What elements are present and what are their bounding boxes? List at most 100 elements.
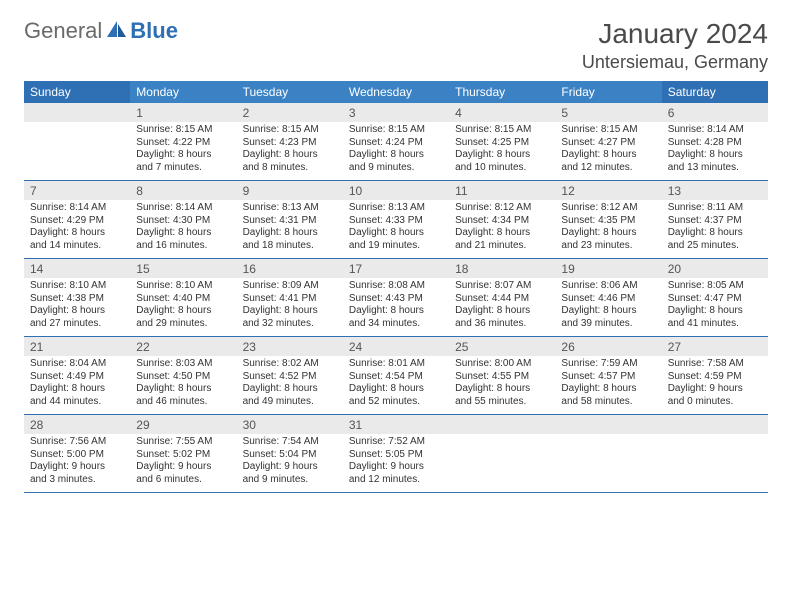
daylight-text: Daylight: 8 hours and 9 minutes. (349, 149, 443, 174)
daylight-text: Daylight: 8 hours and 18 minutes. (243, 227, 337, 252)
calendar-day (555, 415, 661, 492)
sunset-text: Sunset: 5:04 PM (243, 449, 337, 462)
sunset-text: Sunset: 4:25 PM (455, 137, 549, 150)
sunrise-text: Sunrise: 8:02 AM (243, 358, 337, 371)
day-number: 2 (237, 103, 343, 122)
day-number-row: 30 (237, 415, 343, 434)
day-details: Sunrise: 8:05 AMSunset: 4:47 PMDaylight:… (662, 278, 768, 336)
day-number: 12 (555, 181, 661, 200)
daylight-text: Daylight: 8 hours and 32 minutes. (243, 305, 337, 330)
day-number: 18 (449, 259, 555, 278)
sunrise-text: Sunrise: 8:10 AM (30, 280, 124, 293)
day-number: 1 (130, 103, 236, 122)
sunset-text: Sunset: 4:38 PM (30, 293, 124, 306)
day-number: 10 (343, 181, 449, 200)
daylight-text: Daylight: 8 hours and 12 minutes. (561, 149, 655, 174)
sunrise-text: Sunrise: 8:15 AM (455, 124, 549, 137)
day-number: 22 (130, 337, 236, 356)
day-number: 16 (237, 259, 343, 278)
sunrise-text: Sunrise: 8:15 AM (243, 124, 337, 137)
daylight-text: Daylight: 8 hours and 14 minutes. (30, 227, 124, 252)
sunrise-text: Sunrise: 8:06 AM (561, 280, 655, 293)
sunset-text: Sunset: 4:50 PM (136, 371, 230, 384)
day-number-row: 2 (237, 103, 343, 122)
calendar-day: 22Sunrise: 8:03 AMSunset: 4:50 PMDayligh… (130, 337, 236, 414)
logo: General Blue (24, 18, 178, 44)
day-details: Sunrise: 7:52 AMSunset: 5:05 PMDaylight:… (343, 434, 449, 492)
day-number: 6 (662, 103, 768, 122)
sunset-text: Sunset: 4:33 PM (349, 215, 443, 228)
day-number-row: 26 (555, 337, 661, 356)
calendar-day (449, 415, 555, 492)
sunrise-text: Sunrise: 8:14 AM (136, 202, 230, 215)
sunrise-text: Sunrise: 8:12 AM (455, 202, 549, 215)
daylight-text: Daylight: 8 hours and 58 minutes. (561, 383, 655, 408)
daylight-text: Daylight: 8 hours and 21 minutes. (455, 227, 549, 252)
day-number-row: 5 (555, 103, 661, 122)
day-number-row: 28 (24, 415, 130, 434)
daylight-text: Daylight: 8 hours and 19 minutes. (349, 227, 443, 252)
day-details (662, 434, 768, 486)
month-title: January 2024 (582, 18, 768, 50)
day-details (555, 434, 661, 486)
day-details: Sunrise: 8:15 AMSunset: 4:27 PMDaylight:… (555, 122, 661, 180)
sunrise-text: Sunrise: 7:59 AM (561, 358, 655, 371)
day-number: 20 (662, 259, 768, 278)
sunrise-text: Sunrise: 8:14 AM (668, 124, 762, 137)
calendar-day: 21Sunrise: 8:04 AMSunset: 4:49 PMDayligh… (24, 337, 130, 414)
day-number-row: 8 (130, 181, 236, 200)
day-details: Sunrise: 8:09 AMSunset: 4:41 PMDaylight:… (237, 278, 343, 336)
calendar-day: 13Sunrise: 8:11 AMSunset: 4:37 PMDayligh… (662, 181, 768, 258)
day-number-row: 1 (130, 103, 236, 122)
day-details: Sunrise: 8:12 AMSunset: 4:35 PMDaylight:… (555, 200, 661, 258)
daylight-text: Daylight: 8 hours and 55 minutes. (455, 383, 549, 408)
calendar-day (662, 415, 768, 492)
weekday-header: Monday (130, 81, 236, 103)
sunset-text: Sunset: 5:02 PM (136, 449, 230, 462)
day-number: 11 (449, 181, 555, 200)
logo-text-blue: Blue (130, 18, 178, 44)
calendar-day: 1Sunrise: 8:15 AMSunset: 4:22 PMDaylight… (130, 103, 236, 180)
day-details: Sunrise: 8:08 AMSunset: 4:43 PMDaylight:… (343, 278, 449, 336)
sunrise-text: Sunrise: 8:03 AM (136, 358, 230, 371)
calendar-day: 18Sunrise: 8:07 AMSunset: 4:44 PMDayligh… (449, 259, 555, 336)
sunrise-text: Sunrise: 8:08 AM (349, 280, 443, 293)
day-number-row: 20 (662, 259, 768, 278)
sunrise-text: Sunrise: 7:56 AM (30, 436, 124, 449)
day-number: 7 (24, 181, 130, 200)
sunrise-text: Sunrise: 8:09 AM (243, 280, 337, 293)
day-number: 28 (24, 415, 130, 434)
day-number: 27 (662, 337, 768, 356)
sunset-text: Sunset: 5:00 PM (30, 449, 124, 462)
sunset-text: Sunset: 4:54 PM (349, 371, 443, 384)
sunset-text: Sunset: 4:30 PM (136, 215, 230, 228)
calendar-day: 25Sunrise: 8:00 AMSunset: 4:55 PMDayligh… (449, 337, 555, 414)
calendar-day: 24Sunrise: 8:01 AMSunset: 4:54 PMDayligh… (343, 337, 449, 414)
day-number: 13 (662, 181, 768, 200)
calendar-day: 9Sunrise: 8:13 AMSunset: 4:31 PMDaylight… (237, 181, 343, 258)
sunset-text: Sunset: 4:40 PM (136, 293, 230, 306)
day-number-row: 23 (237, 337, 343, 356)
sunset-text: Sunset: 4:37 PM (668, 215, 762, 228)
calendar-day: 12Sunrise: 8:12 AMSunset: 4:35 PMDayligh… (555, 181, 661, 258)
daylight-text: Daylight: 8 hours and 16 minutes. (136, 227, 230, 252)
day-details: Sunrise: 7:54 AMSunset: 5:04 PMDaylight:… (237, 434, 343, 492)
sunset-text: Sunset: 4:31 PM (243, 215, 337, 228)
daylight-text: Daylight: 8 hours and 39 minutes. (561, 305, 655, 330)
day-number-row: 27 (662, 337, 768, 356)
day-number: 25 (449, 337, 555, 356)
day-number: 9 (237, 181, 343, 200)
day-number (555, 415, 661, 434)
day-number: 17 (343, 259, 449, 278)
sunset-text: Sunset: 4:23 PM (243, 137, 337, 150)
day-number (449, 415, 555, 434)
calendar-day (24, 103, 130, 180)
sunset-text: Sunset: 4:49 PM (30, 371, 124, 384)
daylight-text: Daylight: 8 hours and 7 minutes. (136, 149, 230, 174)
calendar-day: 14Sunrise: 8:10 AMSunset: 4:38 PMDayligh… (24, 259, 130, 336)
day-details: Sunrise: 7:56 AMSunset: 5:00 PMDaylight:… (24, 434, 130, 492)
day-number-row (449, 415, 555, 434)
calendar-day: 19Sunrise: 8:06 AMSunset: 4:46 PMDayligh… (555, 259, 661, 336)
daylight-text: Daylight: 8 hours and 10 minutes. (455, 149, 549, 174)
day-details: Sunrise: 7:55 AMSunset: 5:02 PMDaylight:… (130, 434, 236, 492)
